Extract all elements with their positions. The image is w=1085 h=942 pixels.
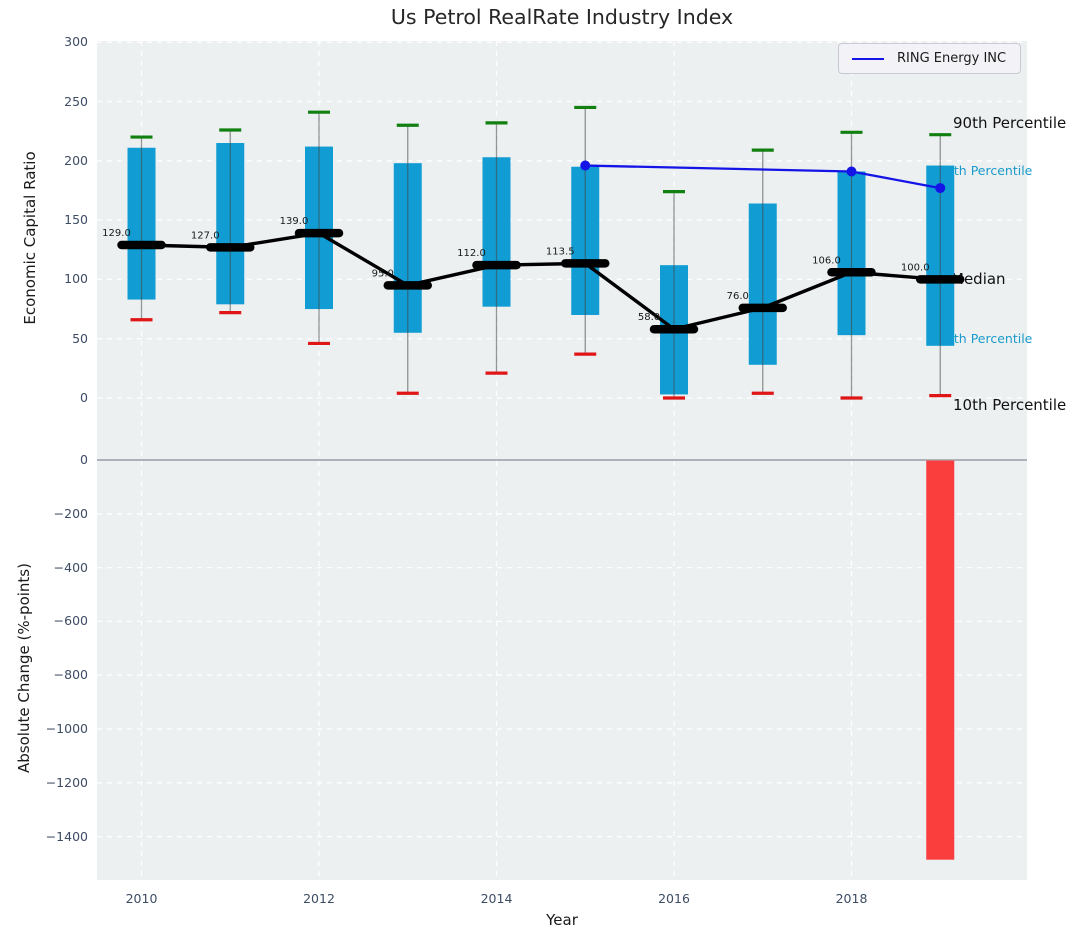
y-tick-label: −1000: [45, 721, 88, 736]
y-tick-label: 100: [64, 271, 88, 287]
y-tick-label: −200: [53, 505, 88, 521]
y-tick-label: −1200: [45, 774, 88, 790]
y-tick-label: −400: [53, 559, 88, 575]
annotation-median: Median: [951, 270, 1006, 288]
y-tick-label: 200: [64, 152, 88, 168]
y-tick-label: 50: [72, 330, 88, 346]
y-tick-label: −600: [53, 613, 88, 629]
annotation-90th-percentile: 90th Percentile: [953, 114, 1067, 132]
x-tick-label: 2014: [480, 891, 513, 906]
x-axis-label: Year: [546, 911, 578, 929]
x-tick-label: 2016: [658, 891, 690, 906]
x-tick-label: 2010: [125, 891, 158, 906]
legend: RING Energy INC: [838, 43, 1021, 74]
top-y-axis-label: Economic Capital Ratio: [21, 151, 39, 325]
y-tick-label: −1400: [45, 828, 88, 844]
y-tick-label: 300: [64, 34, 88, 50]
annotation-25th-percentile: 25th Percentile: [938, 331, 1033, 346]
y-tick-label: 150: [64, 212, 88, 228]
y-tick-label: −800: [53, 667, 88, 683]
y-tick-label: 0: [80, 390, 88, 405]
x-tick-label: 2012: [303, 891, 335, 906]
y-tick-label: 250: [64, 93, 88, 109]
legend-label: RING Energy INC: [897, 51, 1007, 66]
bottom-y-axis-label: Absolute Change (%-points): [15, 563, 33, 773]
legend-line-swatch: [852, 57, 884, 60]
x-tick-label: 2018: [835, 891, 868, 906]
annotation-10th-percentile: 10th Percentile: [953, 396, 1067, 414]
annotation-75th-percentile: 75th Percentile: [938, 163, 1033, 178]
y-tick-label: 0: [80, 452, 88, 467]
plot-background: [97, 41, 1027, 880]
chart-title: Us Petrol RealRate Industry Index: [390, 5, 734, 29]
